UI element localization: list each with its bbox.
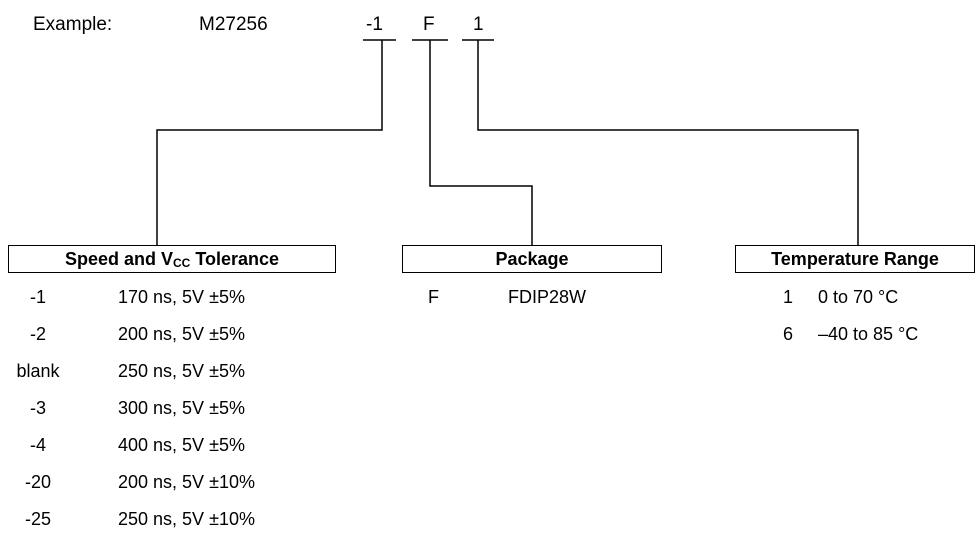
- part-number: M27256: [199, 14, 268, 35]
- speed-desc-cell: 170 ns, 5V ±5%: [118, 287, 245, 307]
- example-label: Example:: [33, 14, 113, 35]
- speed-desc-cell: 200 ns, 5V ±10%: [118, 472, 255, 492]
- speed-desc-cell: 200 ns, 5V ±5%: [118, 324, 245, 344]
- package-header: Package: [495, 249, 569, 269]
- speed-desc-cell: 300 ns, 5V ±5%: [118, 398, 245, 418]
- temperature-connector: [477, 40, 859, 245]
- speed-connector: [156, 40, 383, 245]
- speed-code-cell: -2: [29, 324, 46, 344]
- package-code-cell: F: [428, 287, 439, 307]
- speed-code: -1: [366, 14, 383, 35]
- speed-code-cell: -4: [29, 435, 46, 455]
- temp-desc-cell: 0 to 70 °C: [818, 287, 899, 307]
- temperature-header-box: Temperature Range: [735, 245, 975, 273]
- speed-code-cell: -1: [29, 287, 46, 307]
- temperature-header: Temperature Range: [771, 249, 939, 269]
- speed-code-cell: -3: [29, 398, 46, 418]
- temp-desc-cell: –40 to 85 °C: [818, 324, 919, 344]
- speed-code-cell: -20: [24, 472, 51, 492]
- speed-desc-cell: 250 ns, 5V ±5%: [118, 361, 245, 381]
- speed-header-box: Speed and VCC Tolerance: [8, 245, 336, 273]
- temp-code-cell: 1: [783, 287, 794, 307]
- speed-code-cell: blank: [16, 361, 60, 381]
- speed-desc-cell: 400 ns, 5V ±5%: [118, 435, 245, 455]
- speed-desc-cell: 250 ns, 5V ±10%: [118, 509, 255, 529]
- temp-code: 1: [473, 14, 484, 35]
- temp-code-cell: 6: [783, 324, 794, 344]
- speed-header: Speed and VCC Tolerance: [64, 249, 280, 270]
- package-header-box: Package: [402, 245, 662, 273]
- package-connector: [429, 40, 533, 245]
- package-desc-cell: FDIP28W: [508, 287, 587, 307]
- speed-code-cell: -25: [24, 509, 51, 529]
- package-code: F: [423, 14, 435, 35]
